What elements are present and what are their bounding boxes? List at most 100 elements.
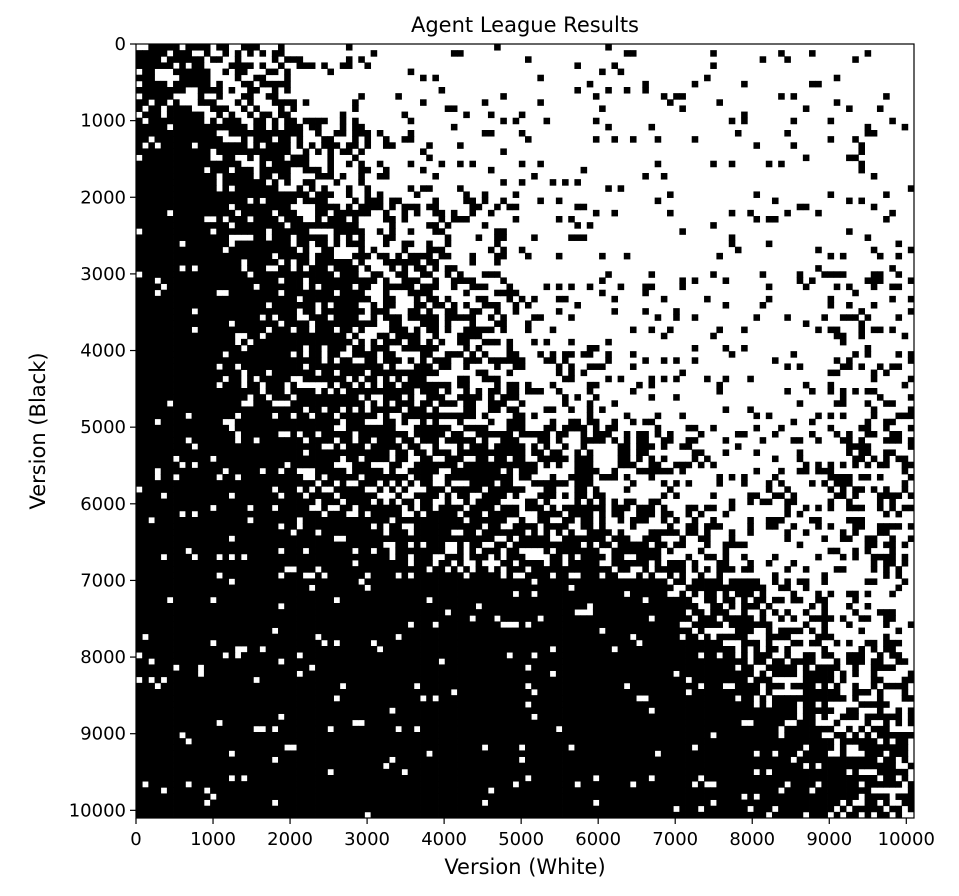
heatmap-cell — [154, 185, 162, 192]
heatmap-cell — [673, 375, 680, 383]
heatmap-cell — [160, 93, 168, 100]
heatmap-cell — [895, 437, 903, 444]
heatmap-cell — [197, 584, 205, 592]
heatmap-cell — [629, 578, 637, 585]
heatmap-cell — [278, 252, 285, 260]
heatmap-cell — [210, 160, 217, 168]
heatmap-cell — [203, 455, 211, 463]
heatmap-cell — [512, 449, 520, 456]
heatmap-cell — [796, 203, 804, 211]
heatmap-cell — [475, 578, 483, 585]
heatmap-cell — [382, 547, 390, 555]
heatmap-cell — [667, 596, 674, 604]
heatmap-cell — [487, 474, 495, 481]
heatmap-cell — [173, 105, 180, 112]
heatmap-cell — [469, 541, 476, 549]
heatmap-cell — [173, 295, 180, 303]
heatmap-cell — [173, 209, 180, 217]
heatmap-cell — [154, 99, 162, 106]
heatmap-cell — [352, 572, 359, 579]
heatmap-cell — [191, 44, 199, 51]
heatmap-cell — [284, 535, 291, 542]
heatmap-cell — [222, 320, 230, 327]
heatmap-cell — [253, 492, 260, 499]
heatmap-cell — [358, 400, 365, 407]
heatmap-cell — [240, 418, 248, 426]
heatmap-cell — [333, 203, 341, 211]
heatmap-cell — [376, 566, 384, 573]
heatmap-cell — [833, 369, 841, 377]
heatmap-cell — [247, 265, 254, 272]
heatmap-cell — [216, 93, 223, 100]
heatmap-cell — [463, 332, 470, 340]
heatmap-cell — [870, 302, 878, 309]
heatmap-cell — [222, 252, 230, 260]
heatmap-cell — [234, 603, 242, 610]
heatmap-cell — [234, 265, 242, 272]
heatmap-cell — [852, 553, 859, 561]
heatmap-cell — [870, 369, 878, 377]
heatmap-cell — [389, 486, 396, 493]
heatmap-cell — [487, 584, 495, 592]
heatmap-cell — [599, 474, 606, 481]
heatmap-cell — [191, 400, 199, 407]
heatmap-cell — [240, 572, 248, 579]
heatmap-cell — [173, 56, 180, 63]
heatmap-cell — [389, 578, 396, 585]
heatmap-cell — [531, 480, 538, 487]
heatmap-cell — [222, 480, 230, 487]
heatmap-cell — [716, 566, 723, 573]
heatmap-cell — [216, 277, 223, 284]
heatmap-cell — [173, 547, 180, 555]
heatmap-cell — [413, 461, 421, 469]
heatmap-cell — [586, 412, 594, 420]
heatmap-cell — [432, 541, 439, 549]
heatmap-cell — [160, 363, 168, 370]
heatmap-cell — [685, 504, 693, 512]
heatmap-cell — [197, 80, 205, 88]
heatmap-cell — [308, 332, 316, 340]
heatmap-cell — [259, 154, 267, 162]
heatmap-cell — [290, 216, 297, 223]
heatmap-cell — [259, 357, 267, 364]
heatmap-cell — [895, 283, 903, 291]
heatmap-cell — [537, 535, 544, 542]
heatmap-cell — [555, 510, 563, 518]
heatmap-cell — [308, 547, 316, 555]
heatmap-cell — [537, 437, 544, 444]
heatmap-cell — [154, 553, 162, 561]
heatmap-cell — [253, 541, 260, 549]
heatmap-cell — [481, 431, 489, 438]
heatmap-cell — [203, 68, 211, 76]
heatmap-cell — [210, 351, 217, 358]
heatmap-cell — [290, 130, 297, 137]
heatmap-cell — [605, 123, 612, 131]
heatmap-cell — [136, 418, 143, 426]
heatmap-cell — [308, 388, 316, 395]
heatmap-cell — [308, 553, 316, 561]
heatmap-cell — [173, 375, 180, 383]
heatmap-cell — [216, 44, 223, 51]
heatmap-cell — [852, 517, 859, 524]
heatmap-cell — [148, 271, 155, 278]
heatmap-cell — [555, 547, 563, 555]
heatmap-cell — [185, 320, 192, 327]
heatmap-cell — [494, 443, 501, 450]
heatmap-cell — [136, 596, 143, 604]
heatmap-cell — [444, 584, 452, 592]
heatmap-cell — [599, 252, 606, 260]
heatmap-cell — [339, 467, 347, 475]
heatmap-cell — [197, 216, 205, 223]
heatmap-cell — [494, 510, 501, 518]
heatmap-cell — [197, 590, 205, 598]
heatmap-cell — [247, 418, 254, 426]
heatmap-cell — [481, 566, 489, 573]
heatmap-cell — [586, 480, 594, 487]
heatmap-cell — [839, 363, 847, 370]
heatmap-cell — [574, 461, 581, 469]
heatmap-cell — [673, 541, 680, 549]
heatmap-cell — [407, 289, 415, 297]
heatmap-cell — [185, 504, 192, 512]
heatmap-cell — [568, 351, 575, 358]
heatmap-cell — [864, 443, 872, 450]
